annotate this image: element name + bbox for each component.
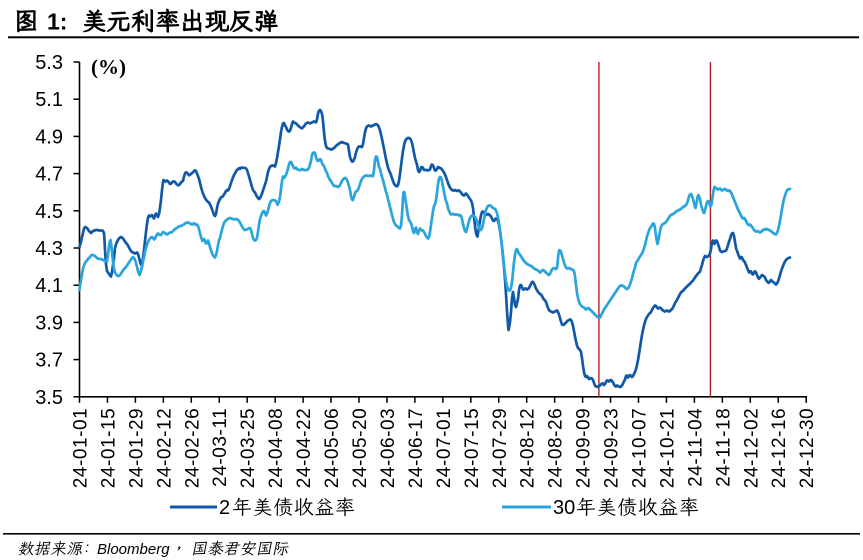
svg-text:4.5: 4.5 xyxy=(35,201,63,223)
svg-text:24-06-03: 24-06-03 xyxy=(378,408,399,488)
svg-text:24-08-26: 24-08-26 xyxy=(546,408,567,488)
svg-text:24-04-08: 24-04-08 xyxy=(266,408,287,488)
svg-text:24-07-29: 24-07-29 xyxy=(490,408,511,488)
svg-text:1:: 1: xyxy=(47,9,67,35)
svg-text:4.3: 4.3 xyxy=(35,238,63,260)
svg-text:24-01-01: 24-01-01 xyxy=(71,408,92,488)
svg-text:4.9: 4.9 xyxy=(35,126,63,148)
svg-text:24-03-25: 24-03-25 xyxy=(238,408,259,488)
svg-text:30: 30 xyxy=(553,497,575,519)
svg-text:24-12-16: 24-12-16 xyxy=(769,408,790,488)
svg-text:24-09-23: 24-09-23 xyxy=(602,408,623,488)
svg-text:24-01-29: 24-01-29 xyxy=(126,408,147,488)
svg-text:Bloomberg: Bloomberg xyxy=(97,541,170,558)
svg-text:24-10-07: 24-10-07 xyxy=(630,408,651,488)
svg-text:24-06-17: 24-06-17 xyxy=(406,408,427,488)
svg-text:24-10-21: 24-10-21 xyxy=(657,408,678,488)
svg-text:24-12-30: 24-12-30 xyxy=(797,408,818,488)
svg-text:5.3: 5.3 xyxy=(35,52,63,74)
svg-text:24-12-02: 24-12-02 xyxy=(741,408,762,488)
svg-text:24-04-22: 24-04-22 xyxy=(294,408,315,488)
svg-text:4.7: 4.7 xyxy=(35,164,63,186)
svg-text:24-01-15: 24-01-15 xyxy=(99,408,120,488)
svg-text:24-09-09: 24-09-09 xyxy=(574,408,595,488)
svg-text:24-11-04: 24-11-04 xyxy=(685,408,706,487)
svg-text:5.1: 5.1 xyxy=(35,89,63,111)
svg-text:24-03-11: 24-03-11 xyxy=(210,408,231,487)
svg-text:3.5: 3.5 xyxy=(35,387,63,409)
svg-text:24-07-15: 24-07-15 xyxy=(462,408,483,488)
svg-text:24-02-12: 24-02-12 xyxy=(154,408,175,488)
svg-text:24-02-26: 24-02-26 xyxy=(182,408,203,488)
svg-text:24-11-18: 24-11-18 xyxy=(713,408,734,487)
svg-text:4.1: 4.1 xyxy=(35,275,63,297)
svg-text:3.7: 3.7 xyxy=(35,350,63,372)
svg-text:(%): (%) xyxy=(91,55,126,79)
svg-text:24-05-20: 24-05-20 xyxy=(350,408,371,488)
svg-text:2: 2 xyxy=(219,497,230,519)
svg-text:24-05-06: 24-05-06 xyxy=(322,408,343,488)
svg-text:24-07-01: 24-07-01 xyxy=(434,408,455,488)
svg-text:24-08-12: 24-08-12 xyxy=(518,408,539,488)
svg-text:3.9: 3.9 xyxy=(35,312,63,334)
